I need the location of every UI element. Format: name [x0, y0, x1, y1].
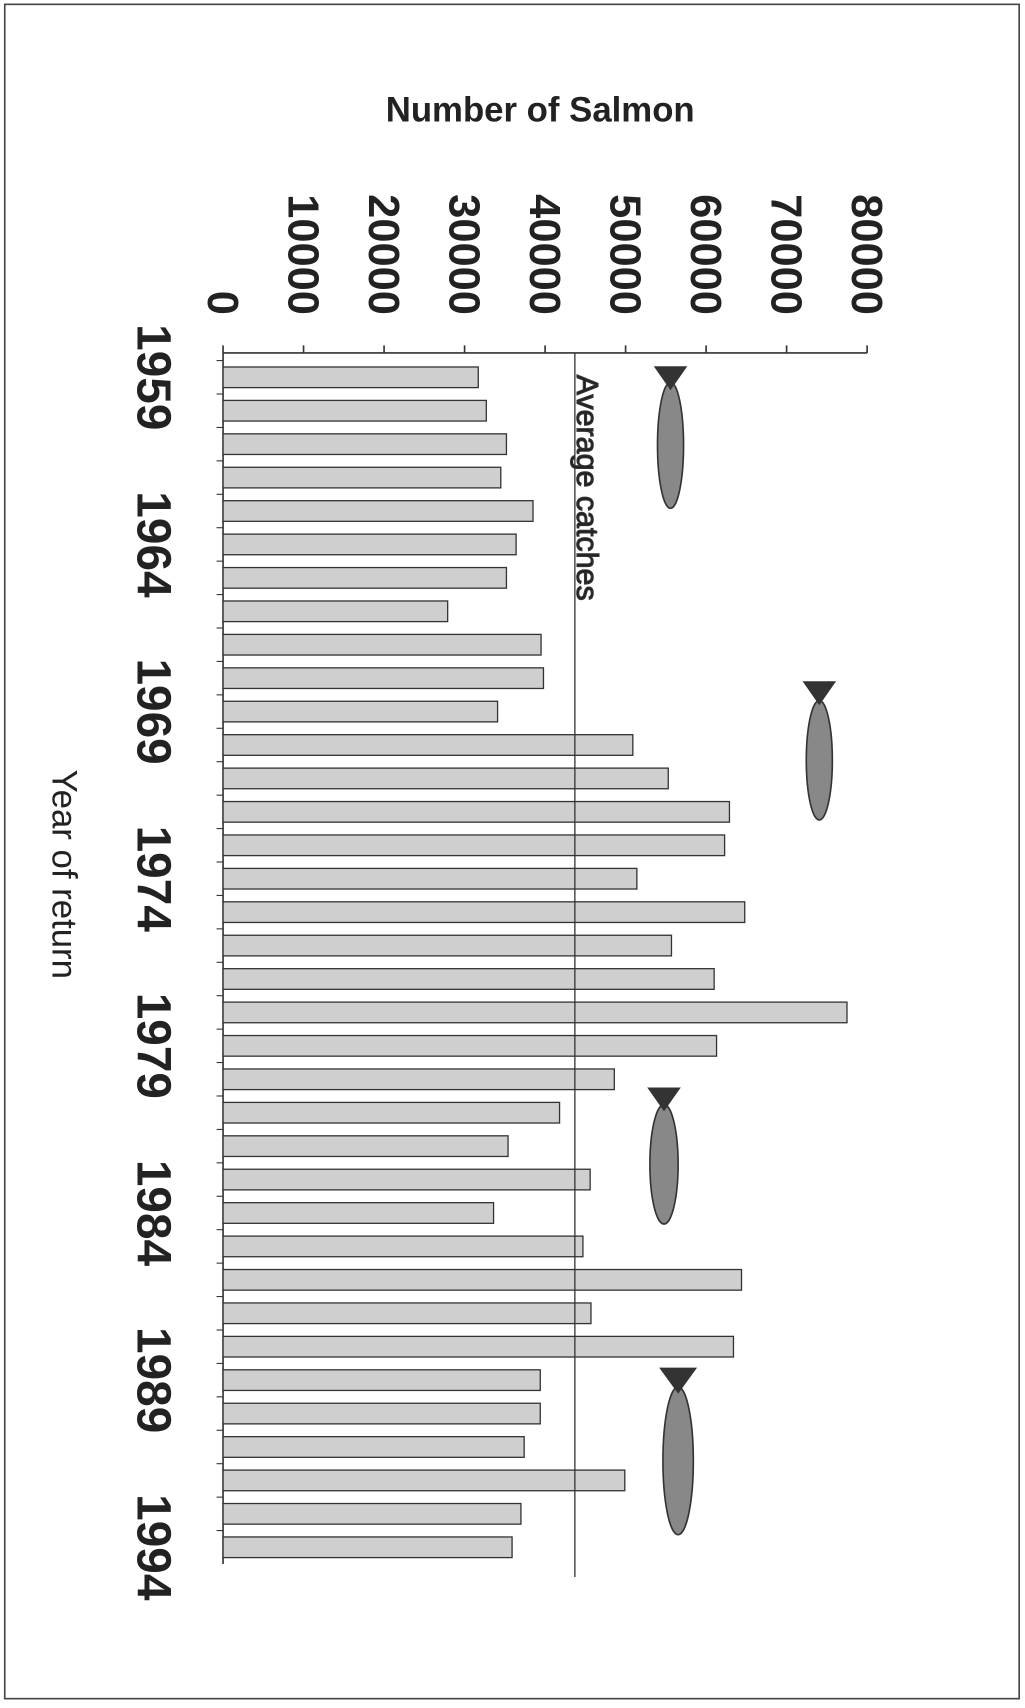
y-tick-label: 1984: [126, 1160, 179, 1267]
bar: [223, 434, 506, 455]
bar: [223, 1069, 614, 1090]
bar: [223, 467, 501, 488]
bar: [223, 1169, 590, 1190]
bar: [223, 534, 516, 555]
bar: [223, 1036, 717, 1057]
bar: [223, 969, 714, 990]
bar: [223, 1002, 847, 1023]
bar: [223, 935, 671, 956]
x-tick-label: 70000: [761, 194, 809, 315]
bar: [223, 1236, 583, 1257]
salmon-icon: [804, 682, 834, 820]
y-tick-label: 1959: [126, 324, 179, 430]
x-tick-label: 10000: [278, 194, 326, 315]
bar: [223, 601, 448, 622]
x-tick-label: 80000: [842, 194, 890, 315]
y-tick-label: 1964: [126, 491, 179, 598]
bar: [223, 1437, 524, 1458]
average-label: Average catches: [570, 375, 604, 601]
bar: [223, 701, 498, 722]
bar: [223, 1303, 591, 1324]
x-tick-label: 40000: [520, 194, 568, 315]
bar: [223, 668, 543, 689]
y-tick-label: 1974: [126, 826, 179, 933]
y-tick-label: 1979: [126, 993, 179, 1099]
y-tick-label: 1989: [126, 1327, 179, 1433]
x-tick-label: 0: [198, 291, 246, 315]
chart: Number of Salmon Year of return 0 10000 20…: [0, 0, 1025, 1703]
bar: [223, 1504, 521, 1525]
bar: [223, 902, 745, 923]
bar: [223, 400, 486, 421]
bar: [223, 1203, 494, 1224]
bar: [223, 568, 506, 589]
x-tick-label: 60000: [681, 194, 729, 315]
bar: [223, 1270, 741, 1291]
x-axis-title: Number of Salmon: [386, 92, 695, 130]
x-tick-label: 20000: [359, 194, 407, 315]
bar: [223, 835, 725, 856]
x-tick-label: 50000: [600, 194, 648, 315]
salmon-icon: [649, 1088, 679, 1224]
y-tick-label: 1969: [126, 658, 179, 764]
bar: [223, 1470, 625, 1491]
bar: [223, 1336, 733, 1357]
bar: [223, 802, 729, 823]
bar: [223, 735, 633, 756]
bar: [223, 501, 533, 522]
bar: [223, 1102, 560, 1123]
bar: [223, 768, 668, 789]
salmon-icons: [649, 367, 835, 1535]
bar: [223, 1537, 512, 1558]
bar: [223, 1370, 540, 1391]
bar: [223, 1403, 540, 1424]
x-tick-label: 30000: [439, 194, 487, 315]
bar: [223, 634, 541, 655]
y-axis-title: Year of return: [45, 770, 83, 979]
salmon-icon: [655, 367, 685, 508]
y-tick-label: 1994: [126, 1494, 179, 1601]
salmon-icon: [661, 1368, 696, 1534]
bar: [223, 367, 478, 388]
bar: [223, 1136, 508, 1157]
